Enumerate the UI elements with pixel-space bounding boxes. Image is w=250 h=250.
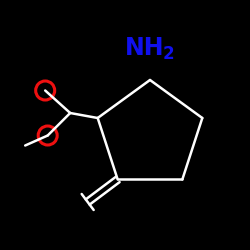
Text: 2: 2: [163, 45, 174, 63]
Text: NH: NH: [125, 36, 165, 60]
